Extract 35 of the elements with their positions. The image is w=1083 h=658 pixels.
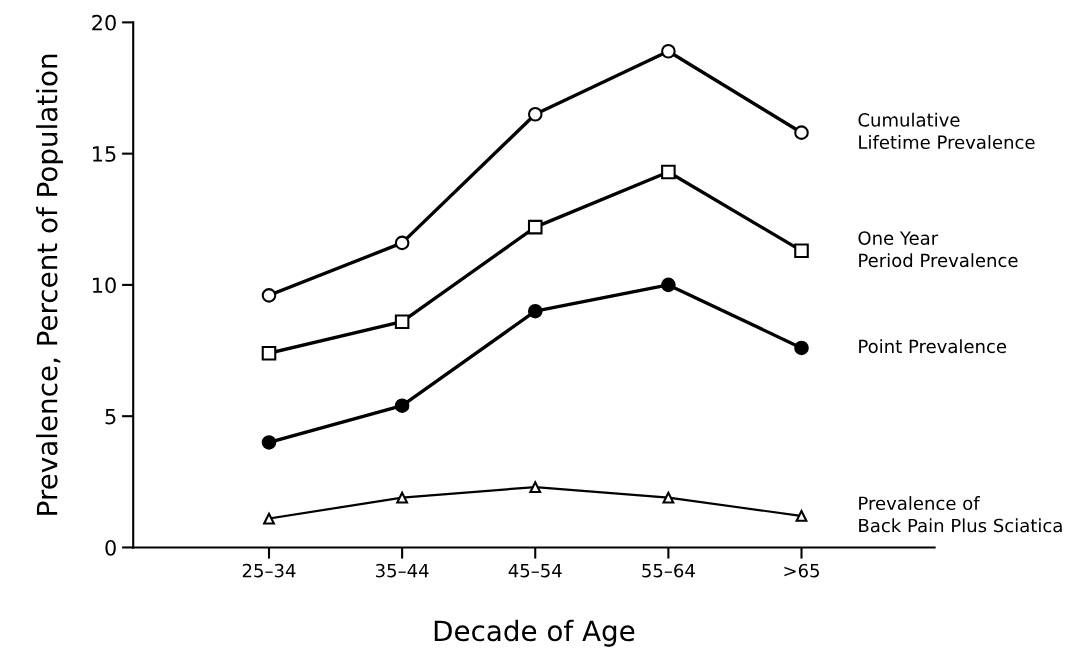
text: Point Prevalence — [859, 339, 1007, 354]
point — [527, 219, 543, 235]
y-tick-label: 20 — [92, 14, 116, 31]
point — [527, 106, 543, 122]
point — [394, 398, 410, 413]
point — [394, 314, 410, 329]
point — [794, 243, 809, 259]
x-tick-label: 25–34 — [242, 563, 296, 578]
y-tick-label: 10 — [93, 277, 116, 294]
point — [527, 303, 543, 319]
text: Cumulative Lifetime Prevalence — [858, 112, 1035, 150]
x-tick-label: >65 — [784, 563, 819, 578]
point — [529, 481, 542, 493]
point — [263, 512, 275, 525]
y-tick-label: 15 — [93, 146, 116, 162]
point — [794, 340, 809, 356]
point — [261, 288, 277, 303]
x-tick-label: 55–64 — [642, 563, 695, 578]
point — [662, 491, 675, 504]
x-tick-label: 35–44 — [376, 563, 429, 578]
text: Prevalence of Back Pain Plus Sciatica — [859, 496, 1062, 533]
point — [661, 164, 676, 180]
point — [394, 235, 410, 251]
text: One Year Period Prevalence — [858, 231, 1018, 268]
y-axis-title: Prevalence, Percent of Population — [36, 54, 63, 515]
point — [396, 491, 409, 504]
x-axis-title: Decade of Age — [434, 619, 635, 647]
y-tick-label: 5 — [105, 408, 116, 425]
point — [261, 435, 277, 450]
point — [661, 43, 676, 59]
x-tick-label: 45–54 — [508, 563, 562, 578]
point — [794, 125, 809, 140]
y-tick-label: 0 — [105, 539, 116, 556]
point — [261, 345, 277, 361]
point — [661, 277, 676, 293]
